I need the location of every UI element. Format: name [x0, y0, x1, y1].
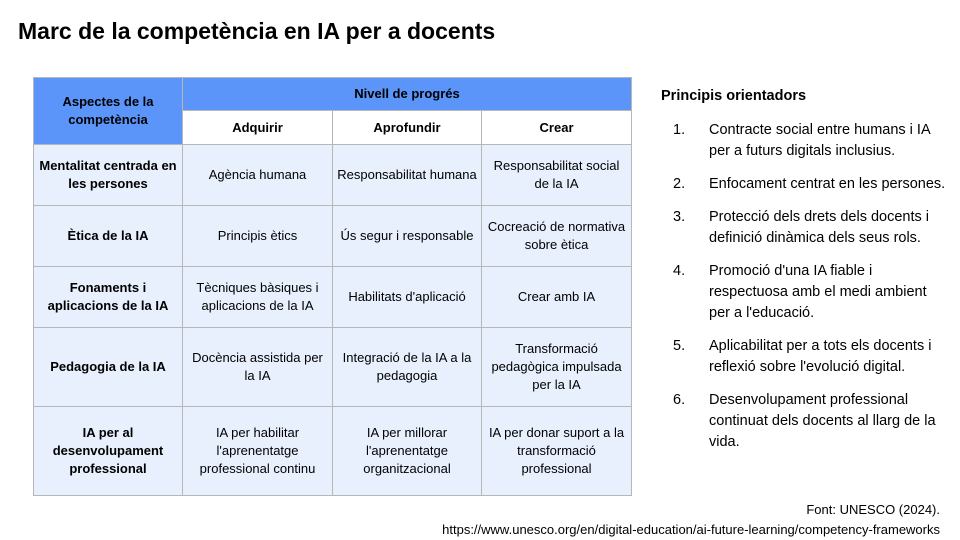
item-text: Contracte social entre humans i IA per a… [709, 122, 930, 159]
table-cell: Crear amb IA [480, 266, 633, 328]
list-item: 5. Aplicabilitat per a tots els docents i… [661, 336, 951, 378]
aspect-cell: Pedagogia de la IA [33, 327, 183, 407]
item-text: Protecció dels drets dels docents i defi… [709, 209, 930, 246]
item-number: 5. [673, 338, 686, 354]
item-number: 6. [673, 392, 686, 408]
item-number: 2. [673, 176, 686, 192]
table-cell: Tècniques bàsiques i aplicacions de la I… [182, 266, 333, 328]
table-cell: Agència humana [182, 144, 333, 206]
source-citation: Font: UNESCO (2024). https://www.unesco.… [442, 500, 940, 540]
table-row: Pedagogia de la IA Docència assistida pe… [33, 327, 633, 407]
table-cell: Docència assistida per la IA [182, 327, 333, 407]
aspect-cell: Mentalitat centrada en les persones [33, 144, 183, 206]
list-item: 6. Desenvolupament professional continuat… [661, 390, 951, 453]
item-number: 4. [673, 263, 686, 279]
list-item: 3. Protecció dels drets dels docents i de… [661, 207, 951, 249]
slide-title: Marc de la competència en IA per a docen… [18, 18, 496, 44]
level-header: Aprofundir [332, 110, 482, 145]
table-cell: Integració de la IA a la pedagogia [332, 327, 482, 407]
table-cell: Responsabilitat social de la IA [480, 144, 633, 206]
table-cell: IA per donar suport a la transformació p… [480, 406, 633, 496]
table-cell: Principis ètics [182, 205, 333, 267]
table-cell: Responsabilitat humana [332, 144, 482, 206]
principles-list: 1. Contracte social entre humans i IA per… [661, 120, 951, 453]
source-label: Font: UNESCO (2024). [806, 502, 940, 517]
list-item: 2. Enfocament centrat en les persones. [661, 174, 951, 195]
level-header: Crear [480, 110, 633, 145]
aspect-header: Aspectes de la competència [33, 77, 183, 145]
principles-heading: Principis orientadors [661, 88, 807, 104]
table-cell: IA per habilitar l'aprenentatge professi… [182, 406, 333, 496]
item-number: 1. [673, 122, 686, 138]
table-cell: Ús segur i responsable [332, 205, 482, 267]
table-row: IA per al desenvolupament professional I… [33, 406, 633, 496]
list-item: 4. Promoció d'una IA fiable i respectuosa… [661, 261, 951, 324]
item-text: Aplicabilitat per a tots els docents i r… [709, 338, 932, 375]
table-cell: IA per millorar l'aprenentatge organitza… [332, 406, 482, 496]
principles-panel: Principis orientadors 1. Contracte social… [661, 88, 951, 465]
list-item: 1. Contracte social entre humans i IA per… [661, 120, 951, 162]
table-row: Mentalitat centrada en les persones Agèn… [33, 144, 633, 206]
table-row: Ètica de la IA Principis ètics Ús segur … [33, 205, 633, 267]
item-text: Desenvolupament professional continuat d… [709, 392, 936, 450]
aspect-cell: IA per al desenvolupament professional [33, 406, 183, 496]
source-url[interactable]: https://www.unesco.org/en/digital-educat… [442, 522, 940, 537]
competency-table: Aspectes de la competència Nivell de pro… [33, 77, 633, 496]
table-row: Fonaments i aplicacions de la IA Tècniqu… [33, 266, 633, 328]
aspect-cell: Fonaments i aplicacions de la IA [33, 266, 183, 328]
table-cell: Habilitats d'aplicació [332, 266, 482, 328]
aspect-cell: Ètica de la IA [33, 205, 183, 267]
item-number: 3. [673, 209, 686, 225]
table-cell: Transformació pedagògica impulsada per l… [480, 327, 633, 407]
level-header: Adquirir [182, 110, 333, 145]
progress-header: Nivell de progrés [181, 77, 633, 111]
item-text: Enfocament centrat en les persones. [709, 176, 946, 192]
table-cell: Cocreació de normativa sobre ètica [480, 205, 633, 267]
item-text: Promoció d'una IA fiable i respectuosa a… [709, 263, 927, 321]
